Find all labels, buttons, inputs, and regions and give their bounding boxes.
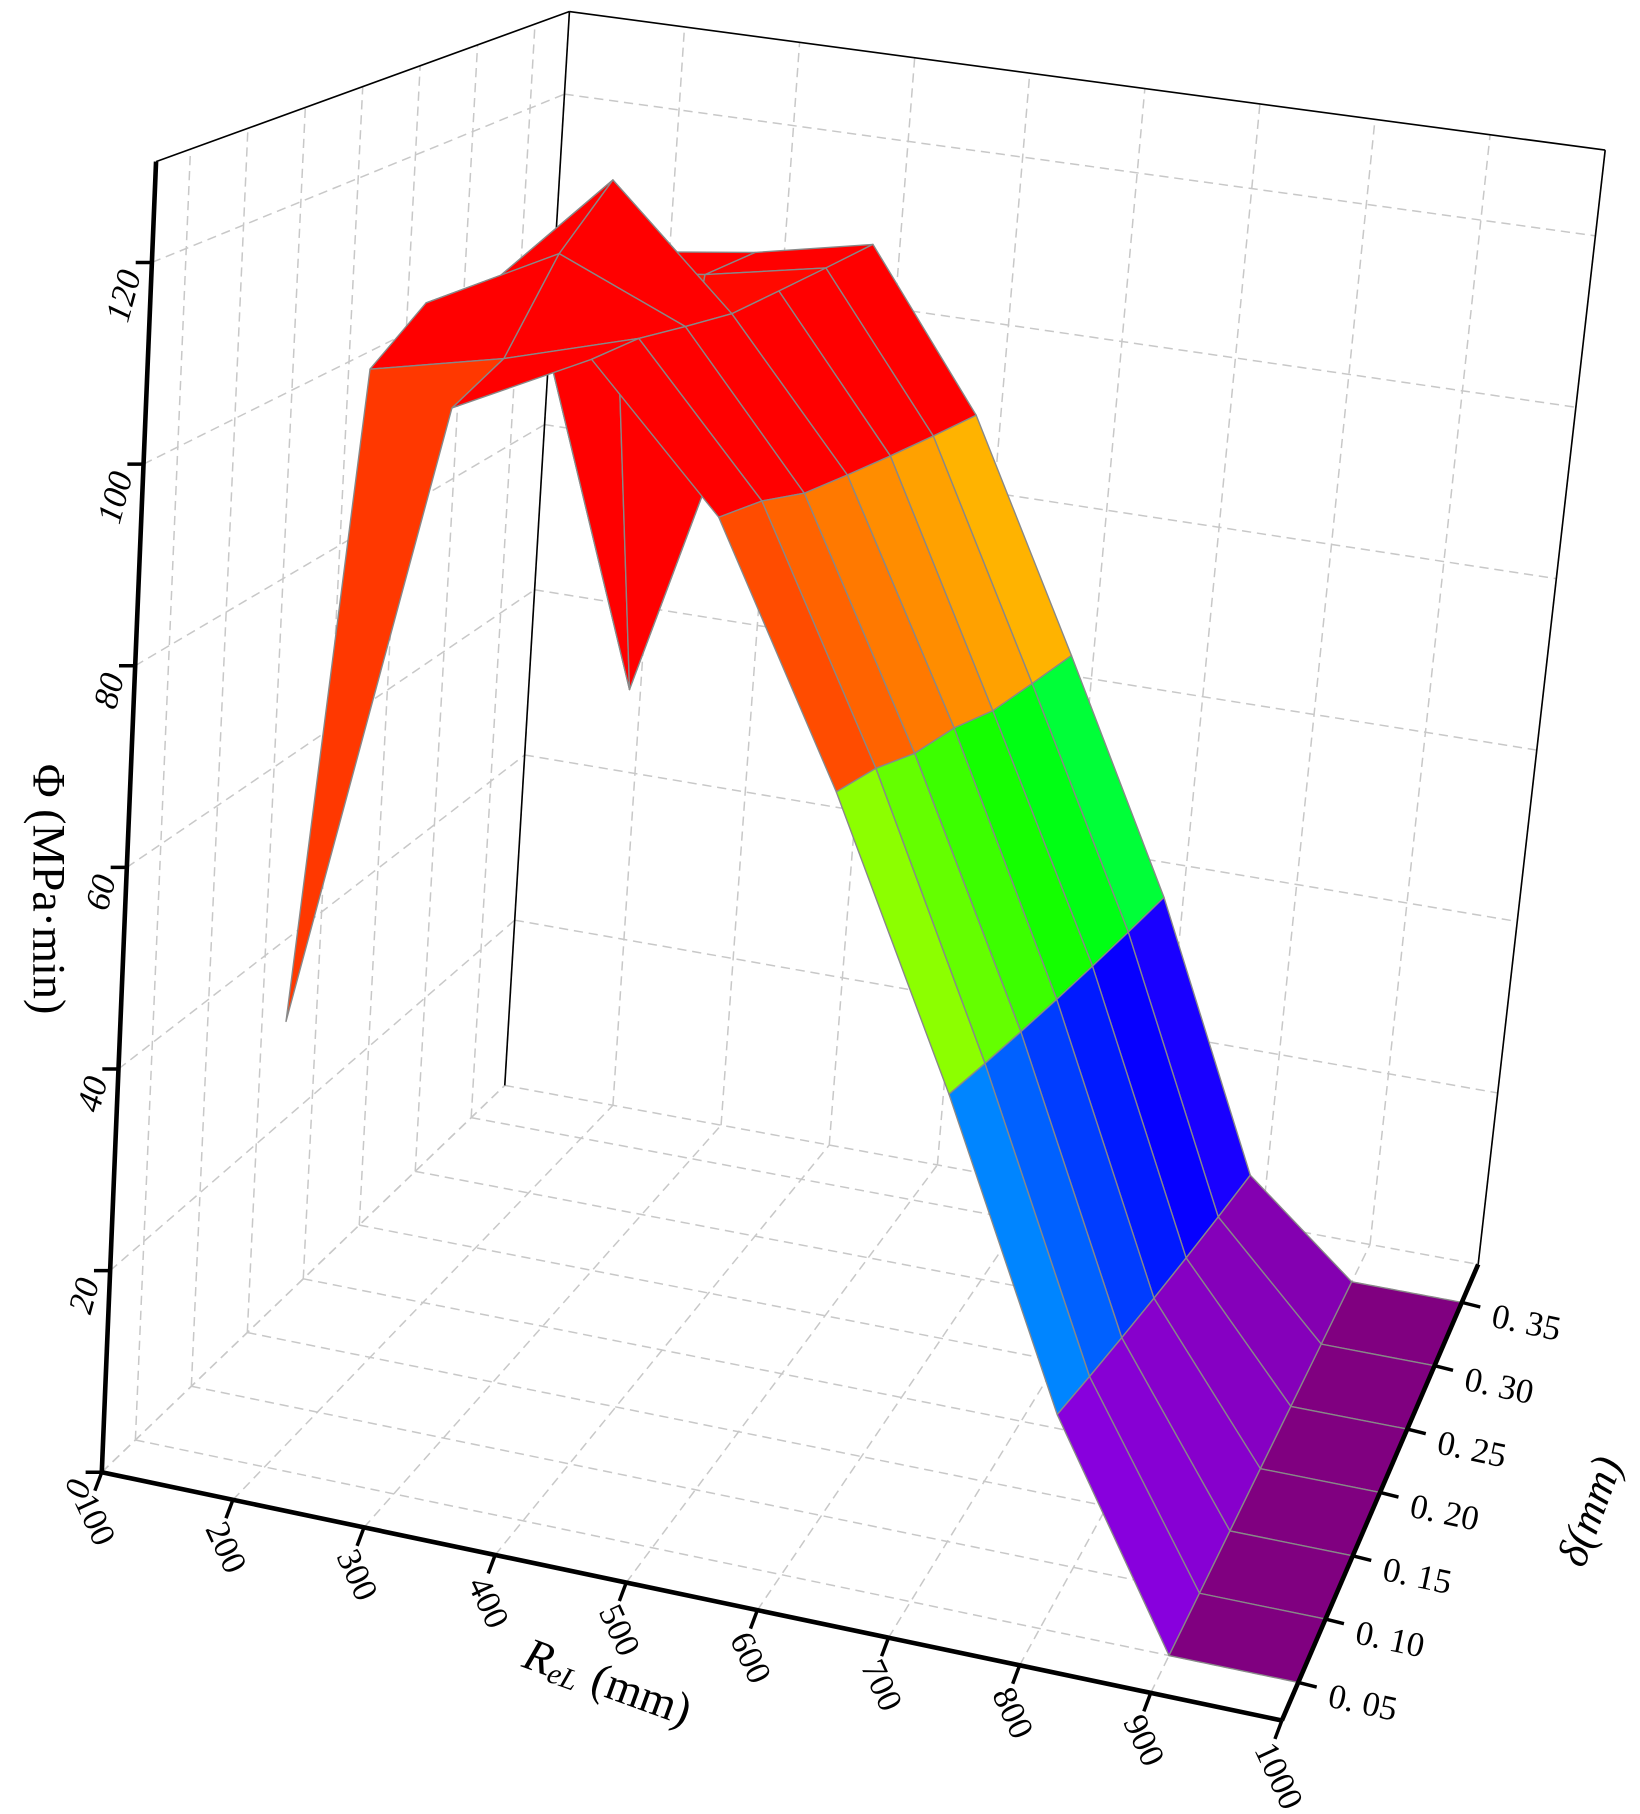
grid-line xyxy=(135,1439,1299,1684)
wall-edge xyxy=(155,10,570,163)
grid-line xyxy=(756,1184,1047,1611)
y-tick xyxy=(1379,1490,1399,1499)
x-tick xyxy=(1011,1664,1022,1685)
grid-line xyxy=(1018,1224,1263,1666)
x-tick xyxy=(224,1499,235,1519)
grid-line xyxy=(470,24,536,1118)
x-axis xyxy=(101,1469,1283,1723)
surface xyxy=(285,179,1463,1684)
y-tick xyxy=(1325,1617,1345,1626)
z-tick-label: 80 xyxy=(86,669,132,712)
x-tick-label: 200 xyxy=(198,1516,254,1579)
z-tick-label: 40 xyxy=(70,1072,116,1115)
y-tick xyxy=(1434,1364,1454,1373)
y-tick-label: 0. 25 xyxy=(1434,1424,1510,1476)
z-axis xyxy=(99,161,159,1473)
x-tick-label: 700 xyxy=(853,1654,909,1717)
z-tick-label: 100 xyxy=(90,468,140,528)
x-tick-label: 400 xyxy=(460,1571,516,1634)
x-tick xyxy=(93,1471,104,1492)
y-tick-label: 0. 15 xyxy=(1379,1550,1455,1602)
grid-line xyxy=(303,1278,1381,1494)
grid-line xyxy=(534,589,1537,751)
x-tick xyxy=(879,1637,891,1657)
z-axis-label: Φ (MPa·min) xyxy=(23,764,74,1014)
z-tick-label: 120 xyxy=(99,266,149,326)
grid-line xyxy=(564,93,1596,237)
x-tick xyxy=(1142,1692,1153,1712)
grid-line xyxy=(302,86,364,1279)
y-tick-label: 0. 20 xyxy=(1407,1487,1483,1539)
y-tick xyxy=(1352,1554,1372,1563)
x-tick xyxy=(355,1526,366,1547)
z-tick-label: 0 xyxy=(58,1476,99,1503)
y-tick xyxy=(1297,1680,1318,1689)
x-tick xyxy=(748,1609,760,1630)
y-tick-label: 0. 10 xyxy=(1352,1614,1428,1666)
x-tick xyxy=(617,1581,628,1602)
y-tick xyxy=(1406,1427,1427,1436)
wall-edge xyxy=(1477,150,1606,1265)
x-tick xyxy=(1273,1719,1284,1740)
x-tick-label: 500 xyxy=(591,1599,647,1662)
x-tick-label: 300 xyxy=(329,1543,385,1606)
grid-line xyxy=(190,128,249,1387)
x-tick-label: 900 xyxy=(1116,1709,1172,1772)
y-tick-label: 0. 30 xyxy=(1461,1360,1537,1412)
grid-line xyxy=(118,754,526,1070)
y-tick-label: 0. 35 xyxy=(1489,1297,1565,1349)
grid-line xyxy=(101,1084,506,1473)
x-tick xyxy=(486,1554,497,1575)
surface-cell xyxy=(285,357,505,1023)
x-axis-label-unit: (mm) xyxy=(585,1652,699,1735)
grid-line xyxy=(134,149,192,1441)
y-axis-label: δ(mm) xyxy=(1548,1450,1632,1573)
y-tick-label: 0. 05 xyxy=(1325,1677,1401,1729)
grid-line xyxy=(134,423,545,667)
z-tick-label: 60 xyxy=(78,871,124,914)
grid-line xyxy=(246,107,307,1333)
y-tick xyxy=(1461,1300,1481,1309)
z-tick-label: 20 xyxy=(61,1274,107,1317)
grid-line xyxy=(1261,119,1376,1225)
x-tick-label: 600 xyxy=(722,1626,778,1689)
wall-edge xyxy=(503,11,571,1086)
grid-line xyxy=(1369,134,1491,1245)
grid-line xyxy=(471,1116,1462,1304)
x-tick-label: 1000 xyxy=(1247,1737,1311,1814)
wall-edge xyxy=(569,10,1606,151)
x-tick-label: 800 xyxy=(984,1681,1040,1744)
grid-line xyxy=(414,44,479,1172)
grid-line xyxy=(358,65,421,1226)
